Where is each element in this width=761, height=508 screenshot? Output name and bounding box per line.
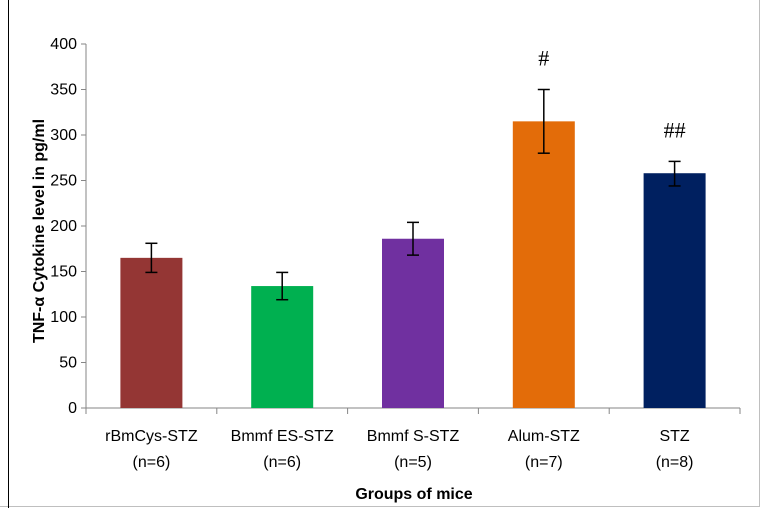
bar — [643, 173, 706, 408]
y-axis: 0 50 100 150 200 250 300 350 400 — [50, 36, 87, 417]
x-category-label: Bmmf ES-STZ — [231, 428, 334, 445]
x-category-label: Alum-STZ — [508, 428, 580, 445]
y-tick-label: 400 — [50, 36, 77, 53]
bar — [512, 121, 575, 408]
y-tick-label: 100 — [50, 309, 77, 326]
x-axis-title: Groups of mice — [355, 486, 472, 503]
y-tick-label: 200 — [50, 218, 77, 235]
x-category-count: (n=8) — [656, 454, 694, 471]
error-bars — [145, 88, 681, 301]
left-border-line — [8, 0, 9, 508]
x-category-count: (n=7) — [525, 454, 563, 471]
significance-marker: # — [538, 46, 549, 71]
bars — [120, 121, 706, 408]
bar — [251, 286, 314, 408]
annotations: ### — [538, 46, 685, 143]
x-axis: rBmCys-STZ (n=6) Bmmf ES-STZ (n=6) Bmmf S-ST… — [85, 407, 741, 471]
x-category-label: rBmCys-STZ — [105, 428, 198, 445]
bar — [120, 257, 183, 408]
x-category-count: (n=6) — [133, 454, 171, 471]
y-tick-label: 250 — [50, 173, 77, 190]
y-tick-label: 300 — [50, 127, 77, 144]
y-tick-label: 350 — [50, 82, 77, 99]
y-tick-label: 150 — [50, 264, 77, 281]
significance-marker: ## — [664, 117, 686, 142]
y-tick-label: 0 — [68, 400, 77, 417]
y-axis-title: TNF-α Cytokine level in pg/ml — [31, 119, 48, 343]
x-category-label: STZ — [659, 428, 689, 445]
x-category-label: Bmmf S-STZ — [367, 428, 460, 445]
x-category-count: (n=5) — [394, 454, 432, 471]
y-tick-label: 50 — [59, 355, 77, 372]
x-category-count: (n=6) — [263, 454, 301, 471]
bar — [382, 238, 444, 408]
